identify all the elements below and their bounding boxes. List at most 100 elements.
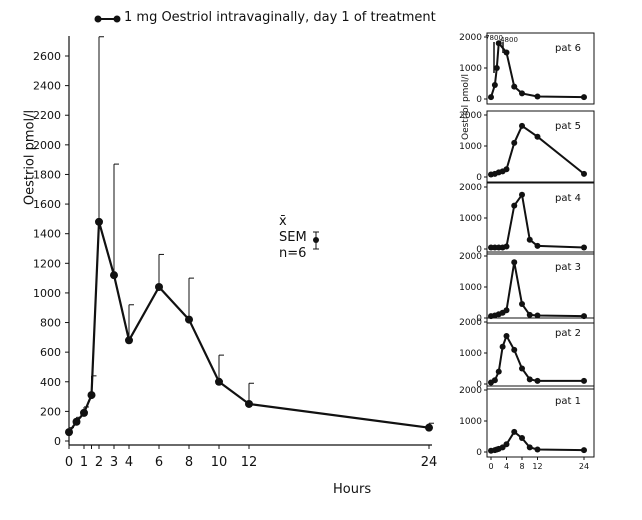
panel-y-tick-label: 0	[476, 314, 482, 324]
panel-point	[581, 94, 587, 101]
x-axis-title: Hours	[333, 482, 372, 497]
panel-y-tick-label: 0	[476, 95, 482, 105]
panel-y-tick-label: 2000	[459, 33, 482, 43]
y-tick-label: 1600	[33, 198, 61, 211]
panel-point	[581, 447, 587, 454]
x-tick-label: 24	[421, 455, 438, 470]
y-axis-title: Oestriol pmol/l	[22, 109, 38, 206]
sem-glyph-dot	[313, 237, 319, 243]
panel-point	[511, 83, 518, 90]
data-point	[125, 336, 133, 345]
x-tick-label: 6	[155, 455, 163, 470]
x-tick-label: 8	[185, 455, 193, 470]
y-tick-label: 0	[54, 435, 61, 448]
y-tick-label: 800	[40, 317, 61, 330]
y-tick-label: 1800	[33, 168, 61, 181]
y-tick-label: 2200	[33, 109, 61, 122]
y-tick-label: 400	[40, 376, 61, 389]
data-point	[65, 428, 73, 437]
panel-y-title: Oestriol pmol/l	[461, 74, 471, 140]
y-tick-label: 1200	[33, 257, 61, 270]
panel-point	[534, 377, 541, 384]
panel-point	[488, 94, 494, 101]
panel-point	[511, 202, 518, 209]
y-tick-label: 600	[40, 346, 61, 359]
panel-y-tick-label: 2000	[459, 318, 482, 328]
panel-point	[519, 122, 525, 129]
legend-marker	[113, 15, 121, 23]
panel-y-tick-label: 1000	[459, 142, 482, 152]
x-tick-label: 10	[211, 455, 228, 470]
panel-x-tick-label: 24	[579, 462, 589, 471]
sem-label: SEM	[279, 230, 307, 245]
data-point	[245, 399, 253, 408]
panel-extra-label: 4800	[500, 36, 518, 44]
panel-point	[503, 441, 510, 448]
panel-y-tick-label: 1000	[459, 64, 482, 74]
y-tick-label: 2000	[33, 139, 61, 152]
panel-y-tick-label: 2000	[459, 386, 482, 396]
panel-point	[511, 139, 518, 146]
data-point	[87, 391, 96, 400]
panel-x-tick-label: 4	[504, 462, 509, 471]
panel-point	[534, 133, 541, 140]
y-tick-label: 2400	[33, 80, 61, 93]
panel-point	[503, 307, 510, 314]
panel-title: pat 3	[555, 262, 581, 273]
y-tick-label: 1400	[33, 228, 61, 241]
panel-title: pat 2	[555, 328, 581, 339]
panel-y-tick-label: 0	[476, 173, 482, 183]
mean-symbol: x̄	[279, 214, 287, 229]
panel-point	[491, 377, 498, 384]
panel-point	[534, 312, 541, 319]
panel-x-tick-label: 12	[532, 462, 542, 471]
legend-label: 1 mg Oestriol intravaginally, day 1 of t…	[124, 10, 436, 25]
data-point	[95, 217, 103, 226]
panel-point	[495, 40, 502, 47]
panel-y-tick-label: 2000	[459, 252, 482, 262]
n-label: n=6	[279, 246, 307, 261]
panel-point	[491, 82, 498, 89]
panel-point	[519, 365, 525, 372]
panel-point	[581, 244, 587, 251]
panel-title: pat 6	[555, 43, 581, 54]
data-point	[110, 271, 118, 280]
panel-point	[534, 446, 541, 453]
stat-annotation: x̄ SEM n=6	[279, 214, 307, 262]
panel-point	[511, 346, 518, 353]
panel-x-tick-label: 8	[519, 462, 524, 471]
panel-point	[511, 259, 518, 266]
x-tick-label: 3	[110, 455, 118, 470]
panel-point	[499, 343, 506, 350]
panel-point	[519, 191, 525, 198]
panel-y-tick-label: 1000	[459, 417, 482, 427]
panel-point	[511, 428, 518, 435]
panel-extra-label: 7800	[485, 34, 503, 42]
panel-y-tick-label: 0	[476, 245, 482, 255]
panel-title: pat 1	[555, 396, 581, 407]
y-tick-label: 2600	[33, 50, 61, 63]
panel-y-tick-label: 1000	[459, 283, 482, 293]
panel-y-tick-label: 0	[476, 448, 482, 458]
panel-point	[519, 301, 525, 308]
panel-title: pat 5	[555, 121, 581, 132]
x-tick-label: 1	[80, 455, 88, 470]
data-point	[155, 283, 163, 291]
panel-point	[503, 332, 510, 339]
panel-point	[526, 311, 533, 318]
panel-point	[581, 170, 587, 177]
data-point	[80, 408, 88, 417]
panel-y-tick-label: 1000	[459, 349, 482, 359]
panel-y-tick-label: 1000	[459, 214, 482, 224]
data-point	[425, 423, 433, 432]
y-tick-label: 200	[40, 405, 61, 418]
panel-title: pat 4	[555, 193, 581, 204]
panel-point	[526, 444, 533, 451]
x-tick-label: 2	[95, 455, 103, 470]
data-point	[185, 315, 193, 324]
panel-point	[534, 242, 541, 249]
x-tick-label: 12	[241, 455, 258, 470]
x-tick-label: 0	[65, 455, 73, 470]
panel-point	[495, 368, 502, 375]
panel-y-tick-label: 2000	[459, 183, 482, 193]
